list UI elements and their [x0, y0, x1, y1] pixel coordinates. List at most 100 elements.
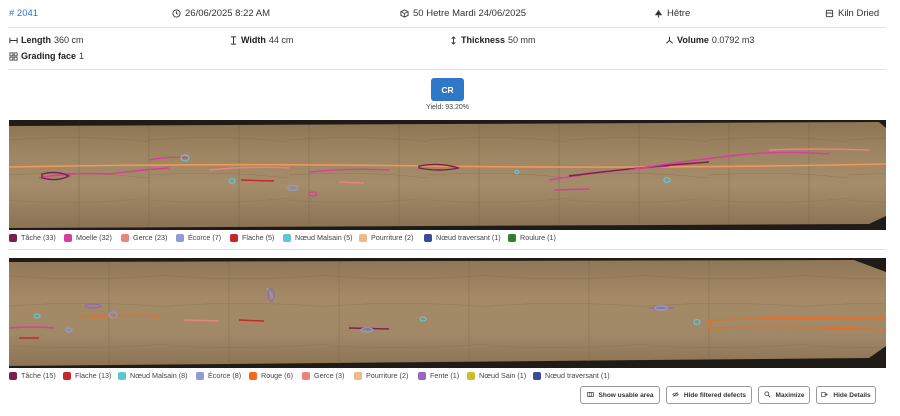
legend-item[interactable]: Pourriture (2)	[354, 371, 408, 380]
clock-icon	[172, 9, 181, 18]
legend-label: Tâche (15)	[21, 371, 56, 380]
legend-item[interactable]: Nœud traversant (1)	[533, 371, 610, 380]
width-label: Width	[241, 35, 266, 45]
legend-swatch	[354, 371, 362, 380]
header-divider	[8, 27, 886, 28]
drying-text: Kiln Dried	[838, 8, 880, 19]
board-id[interactable]: # 2041	[9, 8, 39, 19]
grid-icon	[9, 51, 18, 61]
legend-swatch	[9, 233, 17, 242]
thickness-value: 50 mm	[508, 35, 536, 45]
legend-item[interactable]: Écorce (7)	[176, 233, 221, 242]
legend-item[interactable]: Nœud Malsain (8)	[118, 371, 188, 380]
legend-swatch	[249, 371, 257, 380]
legend-item[interactable]: Moelle (32)	[64, 233, 112, 242]
legend-label: Nœud Sain (1)	[479, 371, 527, 380]
legend-label: Pourriture (2)	[371, 233, 414, 242]
grade-button[interactable]: CR	[431, 78, 464, 101]
legend-item[interactable]: Gerce (23)	[121, 233, 167, 242]
legend-label: Écorce (7)	[188, 233, 222, 242]
hide-filtered-defects-label: Hide filtered defects	[683, 391, 747, 399]
legend-swatch	[196, 371, 204, 380]
board-face-2-image[interactable]	[9, 258, 886, 368]
legend-label: Nœud traversant (1)	[545, 371, 610, 380]
width-field: Width 44 cm	[229, 35, 293, 45]
grading-label: Grading face	[21, 51, 77, 61]
legend-swatch	[533, 371, 541, 380]
legend-face-2: Tâche (15) Flache (13) Nœud Malsain (8) …	[9, 371, 886, 383]
length-value: 360 cm	[54, 35, 84, 45]
legend-item[interactable]: Tâche (15)	[9, 371, 56, 380]
dimensions-divider	[8, 69, 886, 70]
legend-item[interactable]: Fente (1)	[418, 371, 459, 380]
legend-swatch	[176, 233, 184, 242]
ruler-horizontal-icon	[9, 36, 18, 45]
header-datetime: 26/06/2025 8:22 AM	[172, 8, 270, 19]
show-usable-area-label: Show usable area	[598, 391, 654, 399]
length-label: Length	[21, 35, 51, 45]
grading-face-field: Grading face 1	[9, 51, 84, 61]
legend-item[interactable]: Flache (13)	[63, 371, 111, 380]
legend-swatch	[63, 371, 71, 380]
ruler-vertical-icon	[229, 35, 238, 45]
hide-details-label: Hide Details	[833, 391, 871, 399]
legend-swatch	[64, 233, 72, 242]
volume-label: Volume	[677, 35, 709, 45]
thickness-label: Thickness	[461, 35, 506, 45]
legend-label: Fente (1)	[430, 371, 460, 380]
legend-swatch	[302, 371, 310, 380]
yield-text: Yield: 93.20%	[426, 104, 469, 111]
grading-value: 1	[79, 51, 85, 61]
width-value: 44 cm	[268, 35, 294, 45]
header-species: Hêtre	[654, 8, 690, 19]
board-face-1-image[interactable]	[9, 120, 886, 230]
legend-item[interactable]: Tâche (33)	[9, 233, 56, 242]
legend-swatch	[230, 233, 238, 242]
batch-text: 50 Hetre Mardi 24/06/2025	[413, 8, 527, 19]
length-field: Length 360 cm	[9, 35, 84, 45]
kiln-icon	[825, 9, 834, 18]
volume-icon	[665, 36, 674, 45]
legend-swatch	[9, 371, 17, 380]
legend-label: Nœud traversant (1)	[436, 233, 501, 242]
header-bar: # 2041 26/06/2025 8:22 AM 50 Hetre Mardi…	[0, 0, 900, 28]
legend-label: Gerce (3)	[314, 371, 345, 380]
header-drying: Kiln Dried	[825, 8, 879, 19]
legend-label: Pourriture (2)	[366, 371, 409, 380]
header-batch: 50 Hetre Mardi 24/06/2025	[400, 8, 526, 19]
legend-face-1: Tâche (33) Moelle (32) Gerce (23) Écorce…	[9, 233, 886, 245]
legend-swatch	[508, 233, 516, 242]
legend-label: Flache (13)	[75, 371, 112, 380]
legend-swatch	[467, 371, 475, 380]
hide-filtered-defects-button[interactable]: Hide filtered defects	[666, 386, 752, 404]
map-icon	[586, 391, 596, 400]
legend-item[interactable]: Écorce (8)	[196, 371, 241, 380]
legend-label: Moelle (32)	[76, 233, 112, 242]
hide-details-button[interactable]: Hide Details	[816, 386, 876, 404]
show-usable-area-button[interactable]: Show usable area	[580, 386, 660, 404]
tree-icon	[654, 9, 663, 18]
legend-item[interactable]: Nœud traversant (1)	[424, 233, 501, 242]
zoom-icon	[764, 390, 773, 400]
arrows-vertical-icon	[449, 35, 458, 45]
species-text: Hêtre	[667, 8, 691, 19]
volume-value: 0.0792 m3	[711, 35, 755, 45]
legend-label: Nœud Malsain (8)	[130, 371, 188, 380]
legend-item[interactable]: Roulure (1)	[508, 233, 556, 242]
maximize-button[interactable]: Maximize	[758, 386, 810, 404]
legend-label: Rouge (6)	[261, 371, 293, 380]
legend-item[interactable]: Flache (5)	[230, 233, 274, 242]
legend-item[interactable]: Nœud Malsain (5)	[283, 233, 353, 242]
eye-off-icon	[672, 391, 681, 400]
legend-swatch	[424, 233, 432, 242]
legend-label: Roulure (1)	[520, 233, 556, 242]
legend-item[interactable]: Gerce (3)	[302, 371, 344, 380]
legend-item[interactable]: Nœud Sain (1)	[467, 371, 526, 380]
legend-item[interactable]: Rouge (6)	[249, 371, 293, 380]
legend-swatch	[283, 233, 291, 242]
maximize-label: Maximize	[775, 391, 805, 399]
datetime-text: 26/06/2025 8:22 AM	[185, 8, 271, 19]
box-icon	[400, 9, 409, 18]
legend-item[interactable]: Pourriture (2)	[359, 233, 413, 242]
legend-label: Gerce (23)	[133, 233, 168, 242]
